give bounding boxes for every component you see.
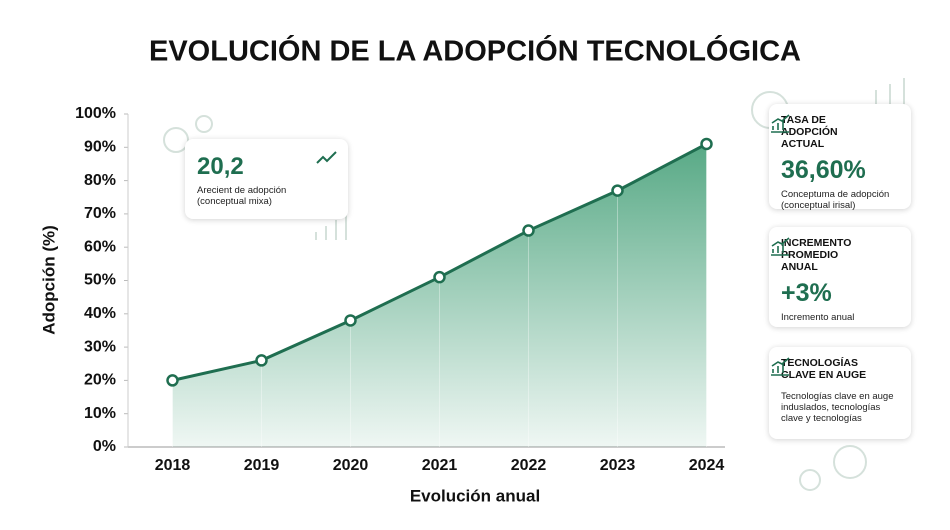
x-tick-label: 2023	[600, 457, 636, 474]
icon	[316, 151, 337, 164]
inset-value: 20,2	[197, 153, 244, 180]
x-tick-label: 2019	[244, 457, 280, 474]
y-tick-label: 30%	[84, 338, 116, 355]
card-title: TASA DE ADOPCIÓN ACTUAL	[781, 114, 838, 150]
point	[522, 224, 535, 237]
card-title: TECNOLOGÍAS CLAVE EN AUGE	[781, 357, 867, 381]
y-tick-label: 60%	[84, 238, 116, 255]
icon	[771, 114, 790, 133]
y-tick-label: 100%	[75, 105, 116, 122]
card-text: Conceptuma de adopción (conceptual irisa…	[781, 189, 890, 211]
kpi-card: TASA DE ADOPCIÓN ACTUAL 36,60% Conceptuma …	[769, 104, 911, 211]
x-tick-label: 2018	[155, 457, 191, 474]
kpi-card: INCREMENTO PROMEDIO ANUAL +3% Incremento a…	[769, 227, 911, 327]
y-tick-label: 20%	[84, 372, 116, 389]
card-text: Incremento anual	[781, 312, 855, 323]
y-tick-label: 50%	[84, 272, 116, 289]
inset-text: Arecient de adopción (conceptual mixa)	[197, 185, 287, 207]
y-tick-label: 0%	[93, 438, 116, 455]
card-value: +3%	[781, 279, 832, 307]
point	[611, 184, 624, 197]
card-text: Tecnologías clave en auge induslados, te…	[781, 391, 894, 424]
y-tick-label: 70%	[84, 205, 116, 222]
point	[344, 314, 357, 327]
card-value: 36,60%	[781, 156, 866, 184]
area	[172, 143, 707, 447]
y-tick-label: 40%	[84, 305, 116, 322]
y-tick-label: 90%	[84, 139, 116, 156]
x-tick-label: 2024	[689, 457, 725, 474]
y-tick-label: 80%	[84, 172, 116, 189]
chart-title: EVOLUCIÓN DE LA ADOPCIÓN TECNOLÓGICA	[149, 34, 801, 68]
x-tick-label: 2021	[422, 457, 458, 474]
point	[166, 374, 179, 387]
y-axis-title: Adopción (%)	[39, 225, 58, 335]
icon	[771, 357, 790, 376]
inset-card: 20,2 Arecient de adopción (conceptual mi…	[185, 139, 348, 219]
point	[433, 270, 446, 284]
kpi-card: TECNOLOGÍAS CLAVE EN AUGE Tecnologías cla…	[769, 347, 911, 439]
point	[700, 137, 713, 151]
y-tick-label: 10%	[84, 405, 116, 422]
point	[255, 354, 268, 367]
icon	[771, 237, 790, 256]
x-axis-title: Evolución anual	[410, 486, 540, 505]
card-title: INCREMENTO PROMEDIO ANUAL	[781, 237, 852, 273]
x-tick-label: 2022	[511, 457, 547, 474]
x-tick-label: 2020	[333, 457, 369, 474]
